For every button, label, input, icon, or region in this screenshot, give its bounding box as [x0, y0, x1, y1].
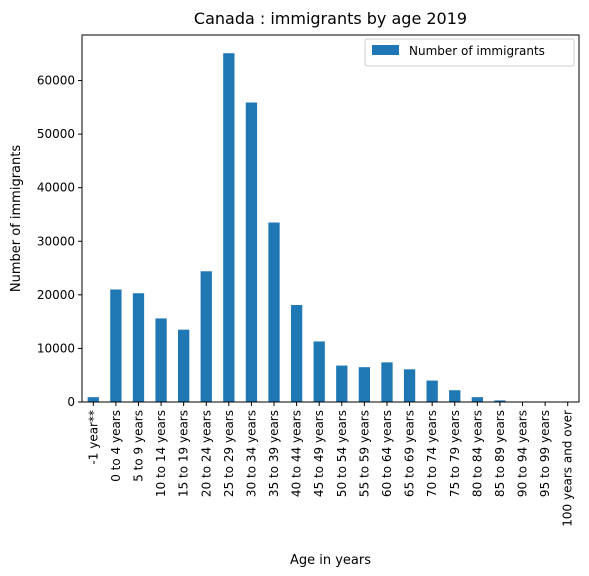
bar — [381, 362, 393, 402]
bar — [178, 329, 190, 402]
bar — [471, 397, 483, 402]
y-axis-ticks: 0 10000 20000 30000 40000 50000 60000 — [37, 74, 82, 409]
legend-label: Number of immigrants — [409, 44, 545, 58]
bar — [110, 289, 122, 402]
x-tick-label: 60 to 64 years — [380, 410, 394, 497]
y-tick-label: 60000 — [37, 74, 75, 88]
x-tick-label: 95 to 99 years — [538, 410, 552, 497]
x-tick-label: 50 to 54 years — [335, 410, 349, 497]
bar — [403, 369, 416, 402]
y-tick-label: 40000 — [37, 181, 75, 195]
x-tick-label: -1 year** — [86, 410, 100, 465]
x-axis-ticks: -1 year** 0 to 4 years 5 to 9 years 10 to 1… — [86, 402, 575, 527]
x-tick-label: 25 to 29 years — [222, 410, 236, 497]
x-tick-label: 90 to 94 years — [516, 410, 530, 497]
bar — [313, 341, 325, 402]
x-tick-label: 45 to 49 years — [312, 410, 326, 497]
bar — [494, 400, 506, 402]
y-tick-label: 0 — [67, 395, 75, 409]
chart-title: Canada : immigrants by age 2019 — [194, 9, 467, 28]
bar — [155, 318, 167, 402]
bar — [87, 397, 99, 402]
y-tick-label: 10000 — [37, 341, 75, 355]
x-tick-label: 10 to 14 years — [154, 410, 168, 497]
x-tick-label: 80 to 84 years — [470, 410, 484, 497]
bar — [449, 390, 461, 402]
x-tick-label: 20 to 24 years — [199, 410, 213, 497]
y-tick-label: 20000 — [37, 288, 75, 302]
x-axis-label: Age in years — [290, 553, 371, 568]
x-tick-label: 65 to 69 years — [403, 410, 417, 497]
bar — [426, 380, 438, 402]
y-axis-label: Number of immigrants — [9, 145, 24, 292]
x-tick-label: 0 to 4 years — [109, 410, 123, 482]
bar — [358, 367, 371, 402]
bar — [132, 293, 145, 402]
x-tick-label: 5 to 9 years — [131, 410, 145, 482]
x-tick-label: 35 to 39 years — [267, 410, 281, 497]
bars-group — [87, 53, 574, 403]
bar — [336, 365, 348, 402]
y-tick-label: 30000 — [37, 234, 75, 248]
bar — [223, 53, 235, 402]
x-tick-label: 75 to 79 years — [448, 410, 462, 497]
bar — [268, 222, 280, 402]
bar — [200, 271, 212, 402]
plot-frame — [81, 34, 580, 403]
legend: Number of immigrants — [364, 38, 575, 67]
bar — [245, 102, 258, 403]
legend-swatch — [372, 45, 399, 55]
x-tick-label: 30 to 34 years — [244, 410, 258, 497]
x-tick-label: 85 to 89 years — [493, 410, 507, 497]
x-tick-label: 15 to 19 years — [177, 410, 191, 497]
legend-box — [364, 38, 575, 67]
x-tick-label: 40 to 44 years — [290, 410, 304, 497]
y-tick-label: 50000 — [37, 127, 75, 141]
bar — [290, 305, 303, 402]
x-tick-label: 70 to 74 years — [425, 410, 439, 497]
x-tick-label: 100 years and over — [561, 410, 575, 527]
x-tick-label: 55 to 59 years — [357, 410, 371, 497]
